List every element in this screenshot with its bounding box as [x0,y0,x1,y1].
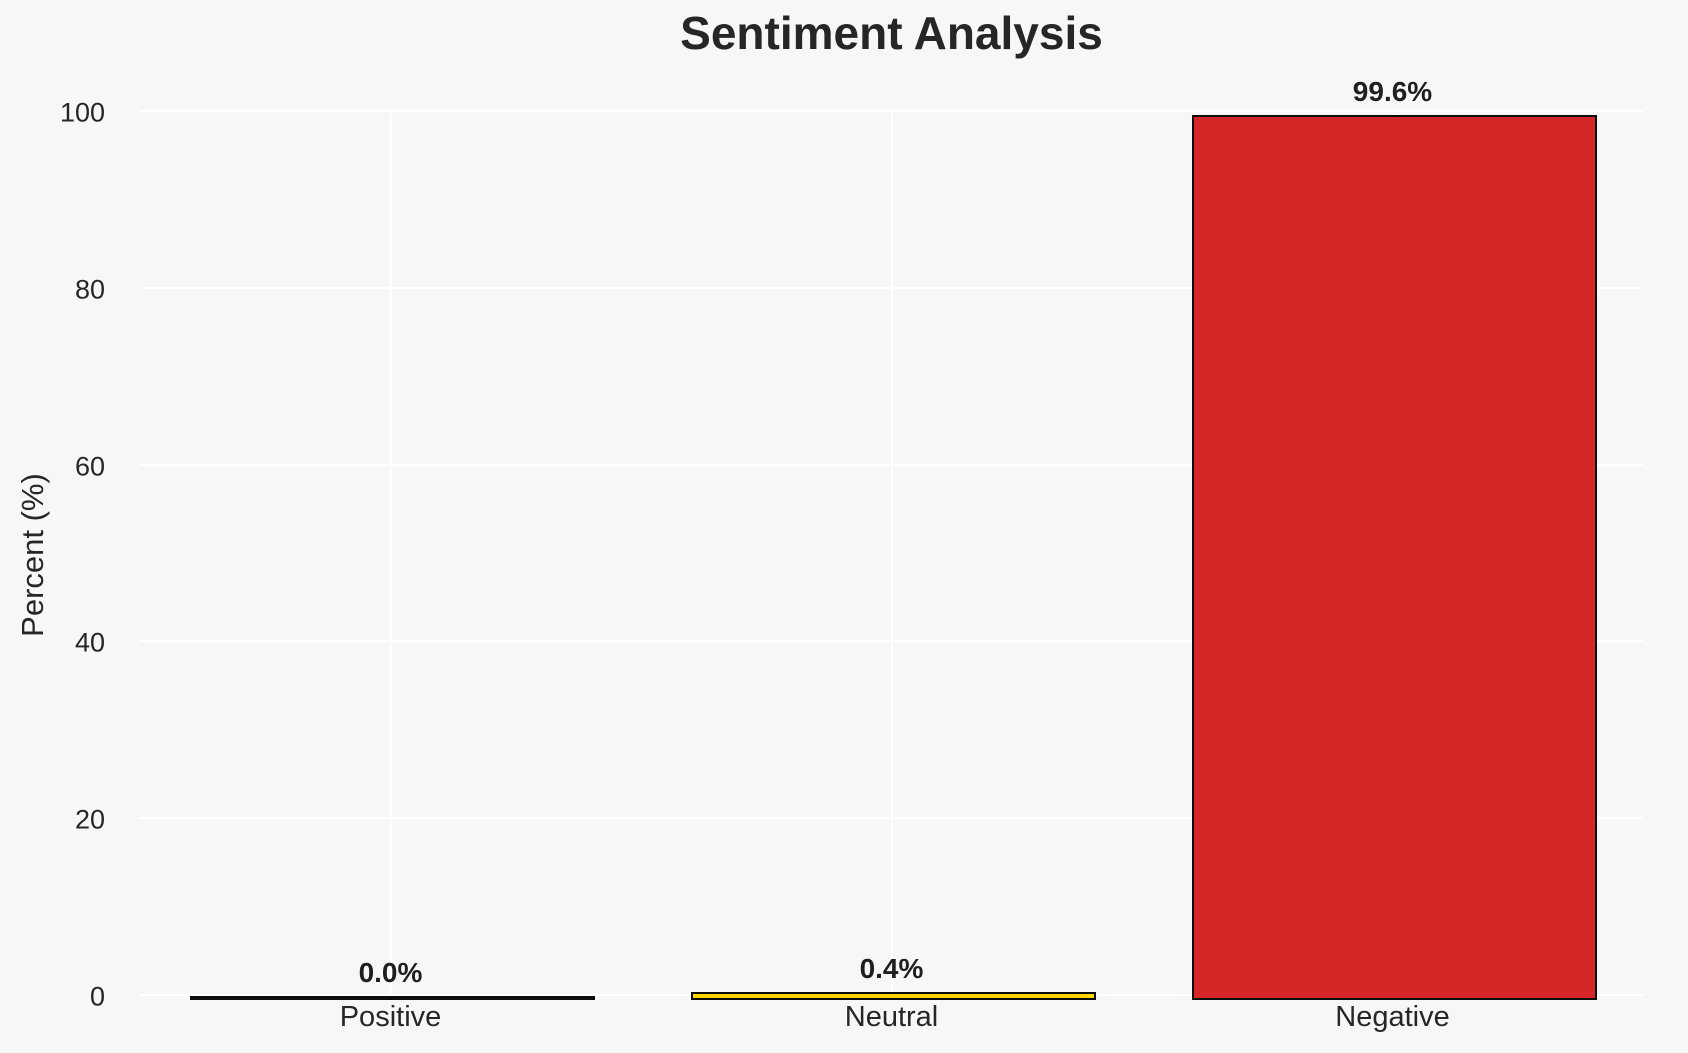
plot-area [140,110,1643,1000]
y-tick-label-0: 0 [89,981,105,1012]
bar-negative [1192,115,1597,1000]
y-tick-label-20: 20 [74,804,105,835]
value-label-neutral: 0.4% [859,952,924,984]
y-tick-label-80: 80 [74,274,105,305]
value-label-positive: 0.0% [358,956,423,988]
y-gridline-100 [140,110,1643,112]
x-tick-label-negative: Negative [1335,1001,1450,1033]
value-label-negative: 99.6% [1352,76,1433,108]
y-axis-label: Percent (%) [15,473,50,637]
x-gridline-positive [389,113,392,997]
chart-title: Sentiment Analysis [680,7,1103,59]
y-tick-label-40: 40 [74,627,105,658]
bar-positive [190,995,595,1000]
x-gridline-neutral [890,113,893,997]
x-tick-label-neutral: Neutral [844,1001,939,1033]
x-tick-label-positive: Positive [339,1001,442,1033]
bar-neutral [691,991,1096,1000]
y-tick-label-60: 60 [74,451,105,482]
y-tick-label-100: 100 [59,97,105,128]
